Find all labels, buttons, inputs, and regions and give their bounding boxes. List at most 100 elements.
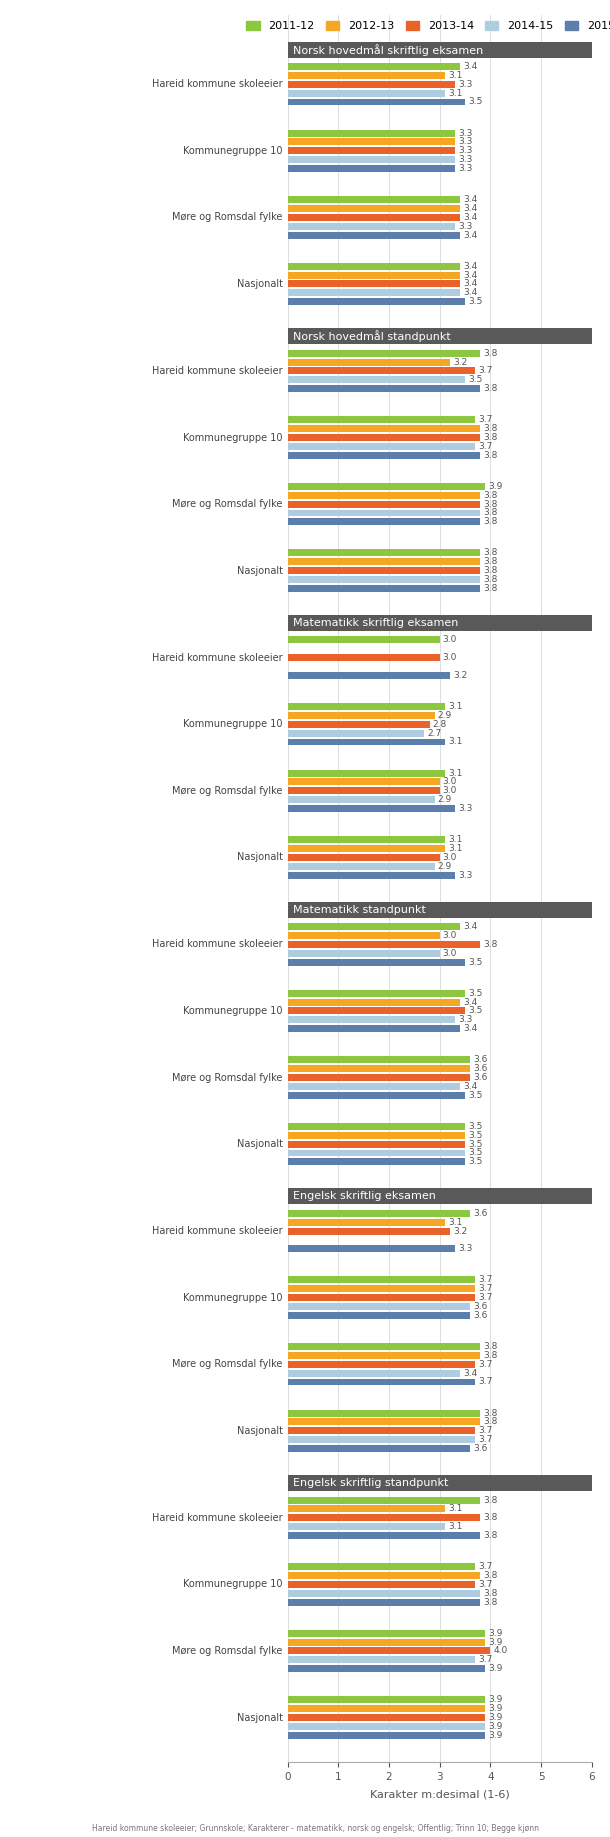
Text: 3.5: 3.5 bbox=[468, 1148, 483, 1157]
Text: 3.1: 3.1 bbox=[448, 702, 462, 711]
Text: 3.7: 3.7 bbox=[478, 443, 493, 450]
Text: 3.4: 3.4 bbox=[463, 922, 477, 931]
Bar bbox=[288, 1418, 480, 1426]
Text: 3.8: 3.8 bbox=[483, 509, 498, 518]
Bar bbox=[288, 1016, 455, 1023]
Bar bbox=[288, 1648, 490, 1655]
Bar bbox=[288, 1141, 465, 1148]
Bar bbox=[288, 1732, 486, 1740]
Text: 3.6: 3.6 bbox=[473, 1064, 487, 1073]
Bar bbox=[288, 1189, 592, 1205]
X-axis label: Karakter m:desimal (1-6): Karakter m:desimal (1-6) bbox=[370, 1789, 509, 1800]
Bar bbox=[288, 263, 460, 270]
Text: Hareid kommune skoleeier: Hareid kommune skoleeier bbox=[152, 1225, 282, 1236]
Text: 3.8: 3.8 bbox=[483, 566, 498, 575]
Text: 3.8: 3.8 bbox=[483, 549, 498, 557]
Bar bbox=[288, 615, 592, 632]
Bar bbox=[288, 1714, 486, 1721]
Bar bbox=[288, 1132, 465, 1139]
Bar bbox=[288, 62, 460, 70]
Text: 3.8: 3.8 bbox=[483, 557, 498, 566]
Bar bbox=[288, 147, 455, 154]
Bar bbox=[288, 130, 455, 136]
Bar bbox=[288, 298, 465, 305]
Bar bbox=[288, 213, 460, 220]
Text: 3.1: 3.1 bbox=[448, 843, 462, 852]
Text: 3.0: 3.0 bbox=[443, 852, 457, 862]
Text: 4.0: 4.0 bbox=[493, 1646, 508, 1655]
Text: 3.1: 3.1 bbox=[448, 72, 462, 79]
Bar bbox=[288, 863, 435, 869]
Bar bbox=[288, 854, 440, 862]
Bar bbox=[288, 1084, 460, 1089]
Text: 3.9: 3.9 bbox=[489, 1664, 503, 1674]
Text: 3.4: 3.4 bbox=[463, 997, 477, 1007]
Text: Nasjonalt: Nasjonalt bbox=[237, 852, 282, 862]
Text: 3.2: 3.2 bbox=[453, 1227, 467, 1236]
Bar bbox=[288, 1302, 470, 1310]
Text: 3.3: 3.3 bbox=[458, 163, 472, 173]
Text: 3.5: 3.5 bbox=[468, 1122, 483, 1132]
Text: Norsk hovedmål skriftlig eksamen: Norsk hovedmål skriftlig eksamen bbox=[293, 44, 483, 55]
Text: 3.7: 3.7 bbox=[478, 1435, 493, 1444]
Text: 3.8: 3.8 bbox=[483, 384, 498, 393]
Text: Kommunegruppe 10: Kommunegruppe 10 bbox=[183, 1580, 282, 1589]
Bar bbox=[288, 290, 460, 296]
Text: 2.7: 2.7 bbox=[428, 729, 442, 738]
Text: 3.8: 3.8 bbox=[483, 424, 498, 434]
Bar bbox=[288, 156, 455, 163]
Text: Møre og Romsdal fylke: Møre og Romsdal fylke bbox=[172, 786, 282, 795]
Bar bbox=[288, 1343, 480, 1350]
Bar bbox=[288, 206, 460, 211]
Text: 3.7: 3.7 bbox=[478, 1378, 493, 1387]
Text: 3.7: 3.7 bbox=[478, 1359, 493, 1369]
Text: 3.6: 3.6 bbox=[473, 1073, 487, 1082]
Bar bbox=[288, 1091, 465, 1099]
Text: 3.4: 3.4 bbox=[463, 213, 477, 222]
Bar bbox=[288, 738, 445, 746]
Text: Hareid kommune skoleeier; Grunnskole; Karakterer - matematikk, norsk og engelsk;: Hareid kommune skoleeier; Grunnskole; Ka… bbox=[92, 1824, 539, 1833]
Bar bbox=[288, 1629, 486, 1637]
Bar bbox=[288, 1723, 486, 1730]
Legend: 2011-12, 2012-13, 2013-14, 2014-15, 2015-16: 2011-12, 2012-13, 2013-14, 2014-15, 2015… bbox=[246, 20, 610, 31]
Bar bbox=[288, 636, 440, 643]
Bar bbox=[288, 231, 460, 239]
Text: 3.9: 3.9 bbox=[489, 1696, 503, 1705]
Bar bbox=[288, 1150, 465, 1157]
Text: 3.1: 3.1 bbox=[448, 1523, 462, 1532]
Text: 3.4: 3.4 bbox=[463, 270, 477, 279]
Text: 3.4: 3.4 bbox=[463, 1082, 477, 1091]
Text: Hareid kommune skoleeier: Hareid kommune skoleeier bbox=[152, 939, 282, 950]
Text: 3.8: 3.8 bbox=[483, 575, 498, 584]
Bar bbox=[288, 959, 465, 966]
Text: Engelsk skriftlig standpunkt: Engelsk skriftlig standpunkt bbox=[293, 1479, 448, 1488]
Text: Matematikk standpunkt: Matematikk standpunkt bbox=[293, 906, 426, 915]
Bar bbox=[288, 549, 480, 557]
Text: 3.4: 3.4 bbox=[463, 261, 477, 270]
Text: 3.7: 3.7 bbox=[478, 1275, 493, 1284]
Text: Hareid kommune skoleeier: Hareid kommune skoleeier bbox=[152, 1514, 282, 1523]
Bar bbox=[288, 1122, 465, 1130]
Text: 3.3: 3.3 bbox=[458, 871, 472, 880]
Text: 3.8: 3.8 bbox=[483, 1418, 498, 1426]
Text: 3.3: 3.3 bbox=[458, 805, 472, 814]
Text: 3.9: 3.9 bbox=[489, 1730, 503, 1740]
Text: Møre og Romsdal fylke: Møre og Romsdal fylke bbox=[172, 500, 282, 509]
Text: 3.9: 3.9 bbox=[489, 1721, 503, 1730]
Bar bbox=[288, 483, 486, 490]
Bar bbox=[288, 805, 455, 812]
Text: 3.3: 3.3 bbox=[458, 79, 472, 88]
Text: Møre og Romsdal fylke: Møre og Romsdal fylke bbox=[172, 1646, 282, 1655]
Bar bbox=[288, 1361, 475, 1369]
Text: 3.7: 3.7 bbox=[478, 415, 493, 424]
Text: 3.5: 3.5 bbox=[468, 97, 483, 107]
Text: 3.4: 3.4 bbox=[463, 288, 477, 298]
Text: 3.9: 3.9 bbox=[489, 1714, 503, 1721]
Text: 3.8: 3.8 bbox=[483, 1589, 498, 1598]
Bar bbox=[288, 434, 480, 441]
Text: 3.4: 3.4 bbox=[463, 204, 477, 213]
Bar bbox=[288, 1370, 460, 1376]
Bar bbox=[288, 770, 445, 777]
Text: 3.8: 3.8 bbox=[483, 1343, 498, 1350]
Bar bbox=[288, 577, 480, 582]
